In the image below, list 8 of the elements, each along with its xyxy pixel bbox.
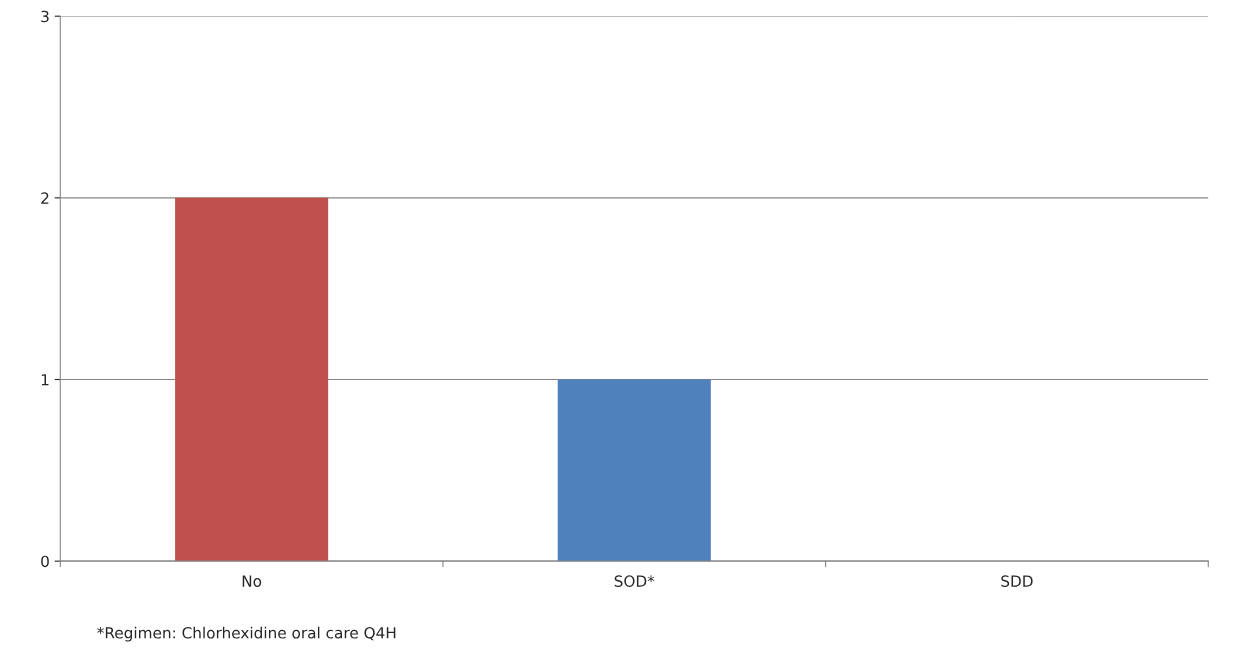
y-tick-label: 3 bbox=[41, 10, 49, 23]
text: *Regimen: Chlorhexidine oral care Q4H bbox=[97, 626, 396, 642]
y-tick-label: 0 bbox=[41, 555, 49, 568]
x-tick-label: SOD* bbox=[614, 575, 655, 587]
x-tick-label: SDD bbox=[1001, 575, 1033, 587]
y-tick-label: 1 bbox=[41, 374, 49, 386]
x-tick-label: No bbox=[242, 575, 262, 587]
y-tick-label: 2 bbox=[41, 192, 49, 204]
